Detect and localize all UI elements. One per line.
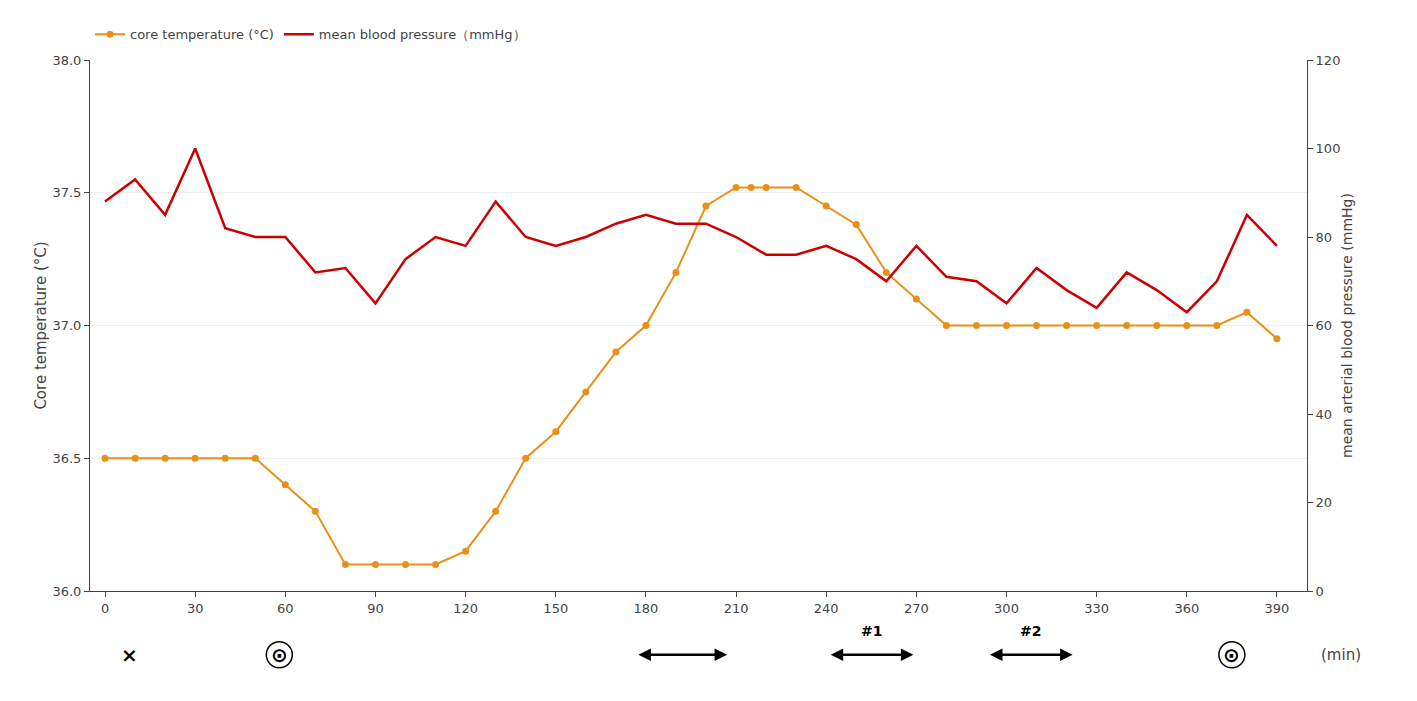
svg-text:240: 240 (814, 601, 839, 616)
svg-text:60: 60 (277, 601, 294, 616)
svg-text:mean blood pressure（mmHg）: mean blood pressure（mmHg） (319, 27, 526, 42)
svg-text:120: 120 (453, 601, 478, 616)
svg-text:⊙: ⊙ (271, 643, 288, 667)
svg-text:210: 210 (724, 601, 749, 616)
svg-text:100: 100 (1316, 141, 1341, 156)
svg-text:120: 120 (1316, 53, 1341, 68)
svg-text:#2: #2 (1020, 623, 1041, 639)
svg-text:300: 300 (994, 601, 1019, 616)
svg-text:330: 330 (1084, 601, 1109, 616)
svg-text:0: 0 (1316, 584, 1324, 599)
svg-text:90: 90 (367, 601, 384, 616)
svg-text:Core temperature (°C): Core temperature (°C) (32, 241, 50, 409)
svg-text:180: 180 (633, 601, 658, 616)
svg-text:150: 150 (543, 601, 568, 616)
svg-text:30: 30 (187, 601, 204, 616)
svg-text:#1: #1 (861, 623, 882, 639)
svg-text:37.0: 37.0 (52, 318, 81, 333)
svg-text:20: 20 (1316, 495, 1333, 510)
svg-text:mean arterial blood pressure (: mean arterial blood pressure (mmHg) (1339, 193, 1355, 458)
svg-text:⊙: ⊙ (1223, 643, 1240, 667)
svg-text:60: 60 (1316, 318, 1333, 333)
svg-text:360: 360 (1174, 601, 1199, 616)
svg-text:38.0: 38.0 (52, 53, 81, 68)
svg-text:37.5: 37.5 (52, 185, 81, 200)
svg-text:0: 0 (101, 601, 109, 616)
svg-text:36.5: 36.5 (52, 451, 81, 466)
svg-text:270: 270 (904, 601, 929, 616)
svg-text:core temperature (°C): core temperature (°C) (130, 27, 274, 42)
svg-text:×: × (121, 643, 138, 667)
svg-text:36.0: 36.0 (52, 584, 81, 599)
svg-text:40: 40 (1316, 407, 1333, 422)
svg-text:(min): (min) (1321, 646, 1361, 664)
svg-text:80: 80 (1316, 230, 1333, 245)
svg-text:390: 390 (1265, 601, 1290, 616)
